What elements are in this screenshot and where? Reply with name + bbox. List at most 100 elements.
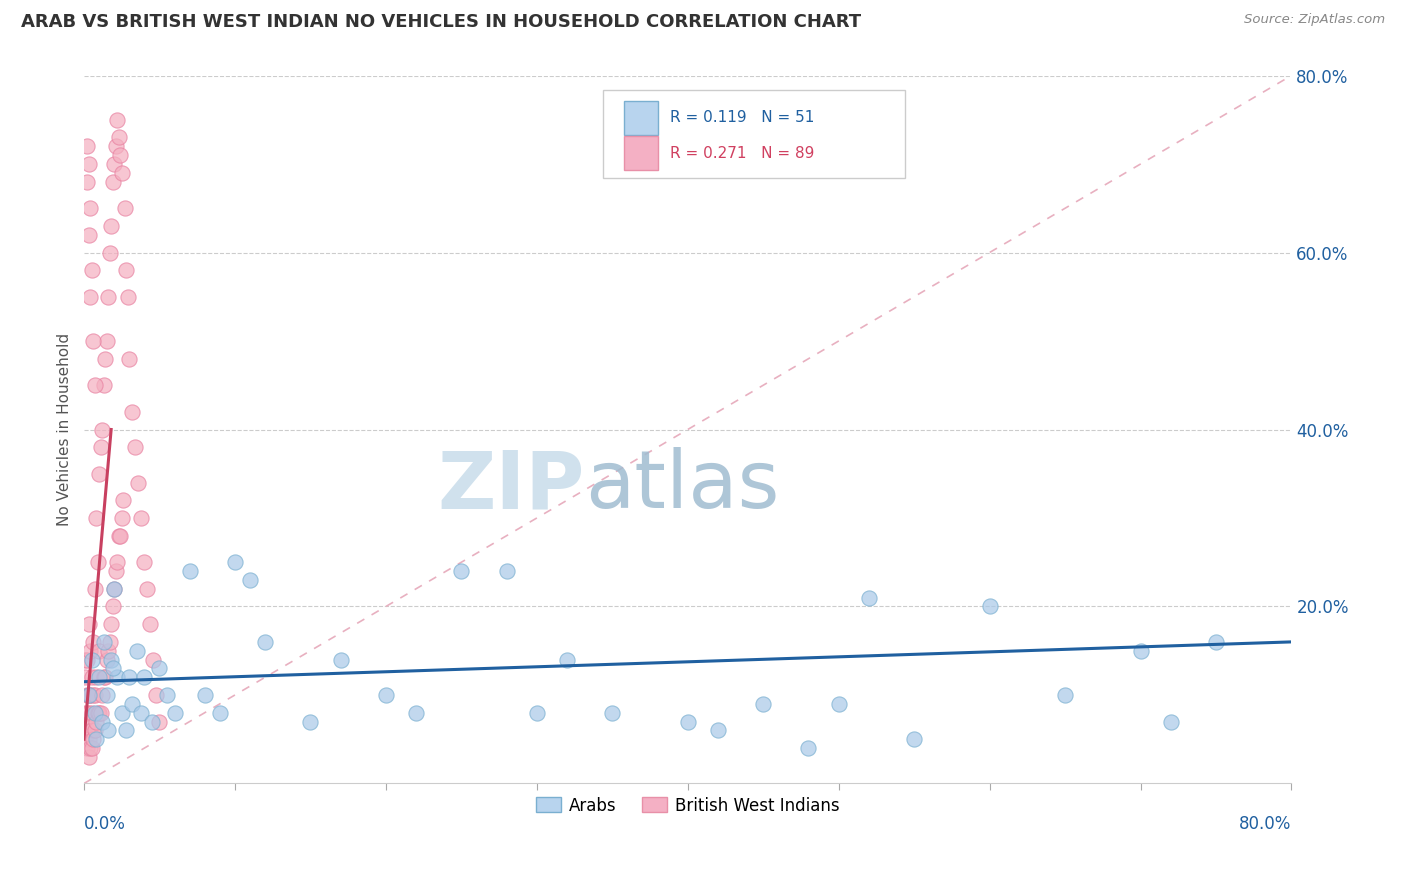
Point: [80, 652, 103, 666]
Point: [115, 263, 138, 277]
Point: [526, 706, 548, 720]
Point: [76, 706, 98, 720]
Point: [76, 741, 98, 756]
Point: [1054, 688, 1077, 702]
Point: [125, 644, 148, 658]
Text: 80.0%: 80.0%: [1239, 815, 1292, 833]
Point: [80, 741, 103, 756]
Point: [80, 670, 103, 684]
Point: [79, 201, 101, 215]
Point: [91, 688, 114, 702]
Point: [156, 688, 179, 702]
Text: ARAB VS BRITISH WEST INDIAN NO VEHICLES IN HOUSEHOLD CORRELATION CHART: ARAB VS BRITISH WEST INDIAN NO VEHICLES …: [21, 13, 862, 31]
Point: [82, 688, 104, 702]
Point: [77, 227, 100, 242]
Point: [100, 617, 122, 632]
Point: [82, 732, 104, 747]
Point: [134, 670, 156, 684]
Point: [239, 573, 262, 587]
Point: [903, 732, 925, 747]
Point: [136, 582, 159, 596]
Point: [752, 697, 775, 711]
Point: [93, 635, 115, 649]
Point: [100, 219, 122, 233]
Point: [79, 688, 101, 702]
Point: [707, 723, 730, 738]
Point: [979, 599, 1001, 614]
Point: [105, 112, 128, 127]
Point: [108, 529, 131, 543]
Point: [118, 670, 141, 684]
Point: [87, 706, 110, 720]
Point: [131, 706, 153, 720]
Point: [101, 175, 124, 189]
Point: [329, 652, 352, 666]
Point: [858, 591, 880, 605]
Point: [107, 529, 129, 543]
Point: [77, 750, 100, 764]
Point: [91, 423, 114, 437]
Point: [75, 652, 97, 666]
Point: [83, 688, 105, 702]
Point: [94, 670, 117, 684]
Point: [90, 706, 112, 720]
Point: [77, 688, 100, 702]
Point: [405, 706, 427, 720]
Point: [111, 166, 134, 180]
Text: atlas: atlas: [585, 447, 779, 525]
Point: [254, 635, 277, 649]
Point: [115, 723, 138, 738]
Text: 0.0%: 0.0%: [84, 815, 127, 833]
Point: [114, 201, 136, 215]
Point: [83, 723, 105, 738]
Point: [100, 652, 122, 666]
Point: [555, 652, 578, 666]
Point: [76, 652, 98, 666]
Point: [163, 706, 186, 720]
Point: [79, 714, 101, 729]
Point: [82, 334, 104, 348]
Point: [76, 723, 98, 738]
Point: [97, 644, 120, 658]
Point: [79, 290, 101, 304]
Point: [97, 723, 120, 738]
Point: [103, 582, 125, 596]
Point: [103, 582, 125, 596]
Point: [495, 564, 517, 578]
Point: [87, 644, 110, 658]
Point: [148, 714, 170, 729]
Point: [118, 351, 141, 366]
Point: [145, 688, 167, 702]
Point: [101, 599, 124, 614]
Point: [80, 706, 103, 720]
Point: [121, 697, 143, 711]
FancyBboxPatch shape: [603, 90, 905, 178]
Point: [131, 511, 153, 525]
Bar: [624, 136, 658, 170]
Point: [1205, 635, 1227, 649]
Point: [208, 706, 231, 720]
Point: [75, 670, 97, 684]
Point: [111, 511, 134, 525]
Y-axis label: No Vehicles in Household: No Vehicles in Household: [58, 333, 72, 526]
Point: [75, 732, 97, 747]
Point: [117, 290, 139, 304]
Point: [93, 378, 115, 392]
Point: [179, 564, 201, 578]
Point: [374, 688, 396, 702]
Point: [105, 670, 128, 684]
Point: [77, 688, 100, 702]
Point: [77, 617, 100, 632]
Point: [194, 688, 217, 702]
Point: [134, 555, 156, 569]
Point: [77, 732, 100, 747]
Point: [103, 157, 125, 171]
Point: [76, 175, 98, 189]
Text: R = 0.119   N = 51: R = 0.119 N = 51: [669, 111, 814, 126]
Point: [111, 706, 134, 720]
Point: [121, 405, 143, 419]
Point: [77, 706, 100, 720]
Point: [600, 706, 623, 720]
Point: [80, 263, 103, 277]
Point: [76, 688, 98, 702]
